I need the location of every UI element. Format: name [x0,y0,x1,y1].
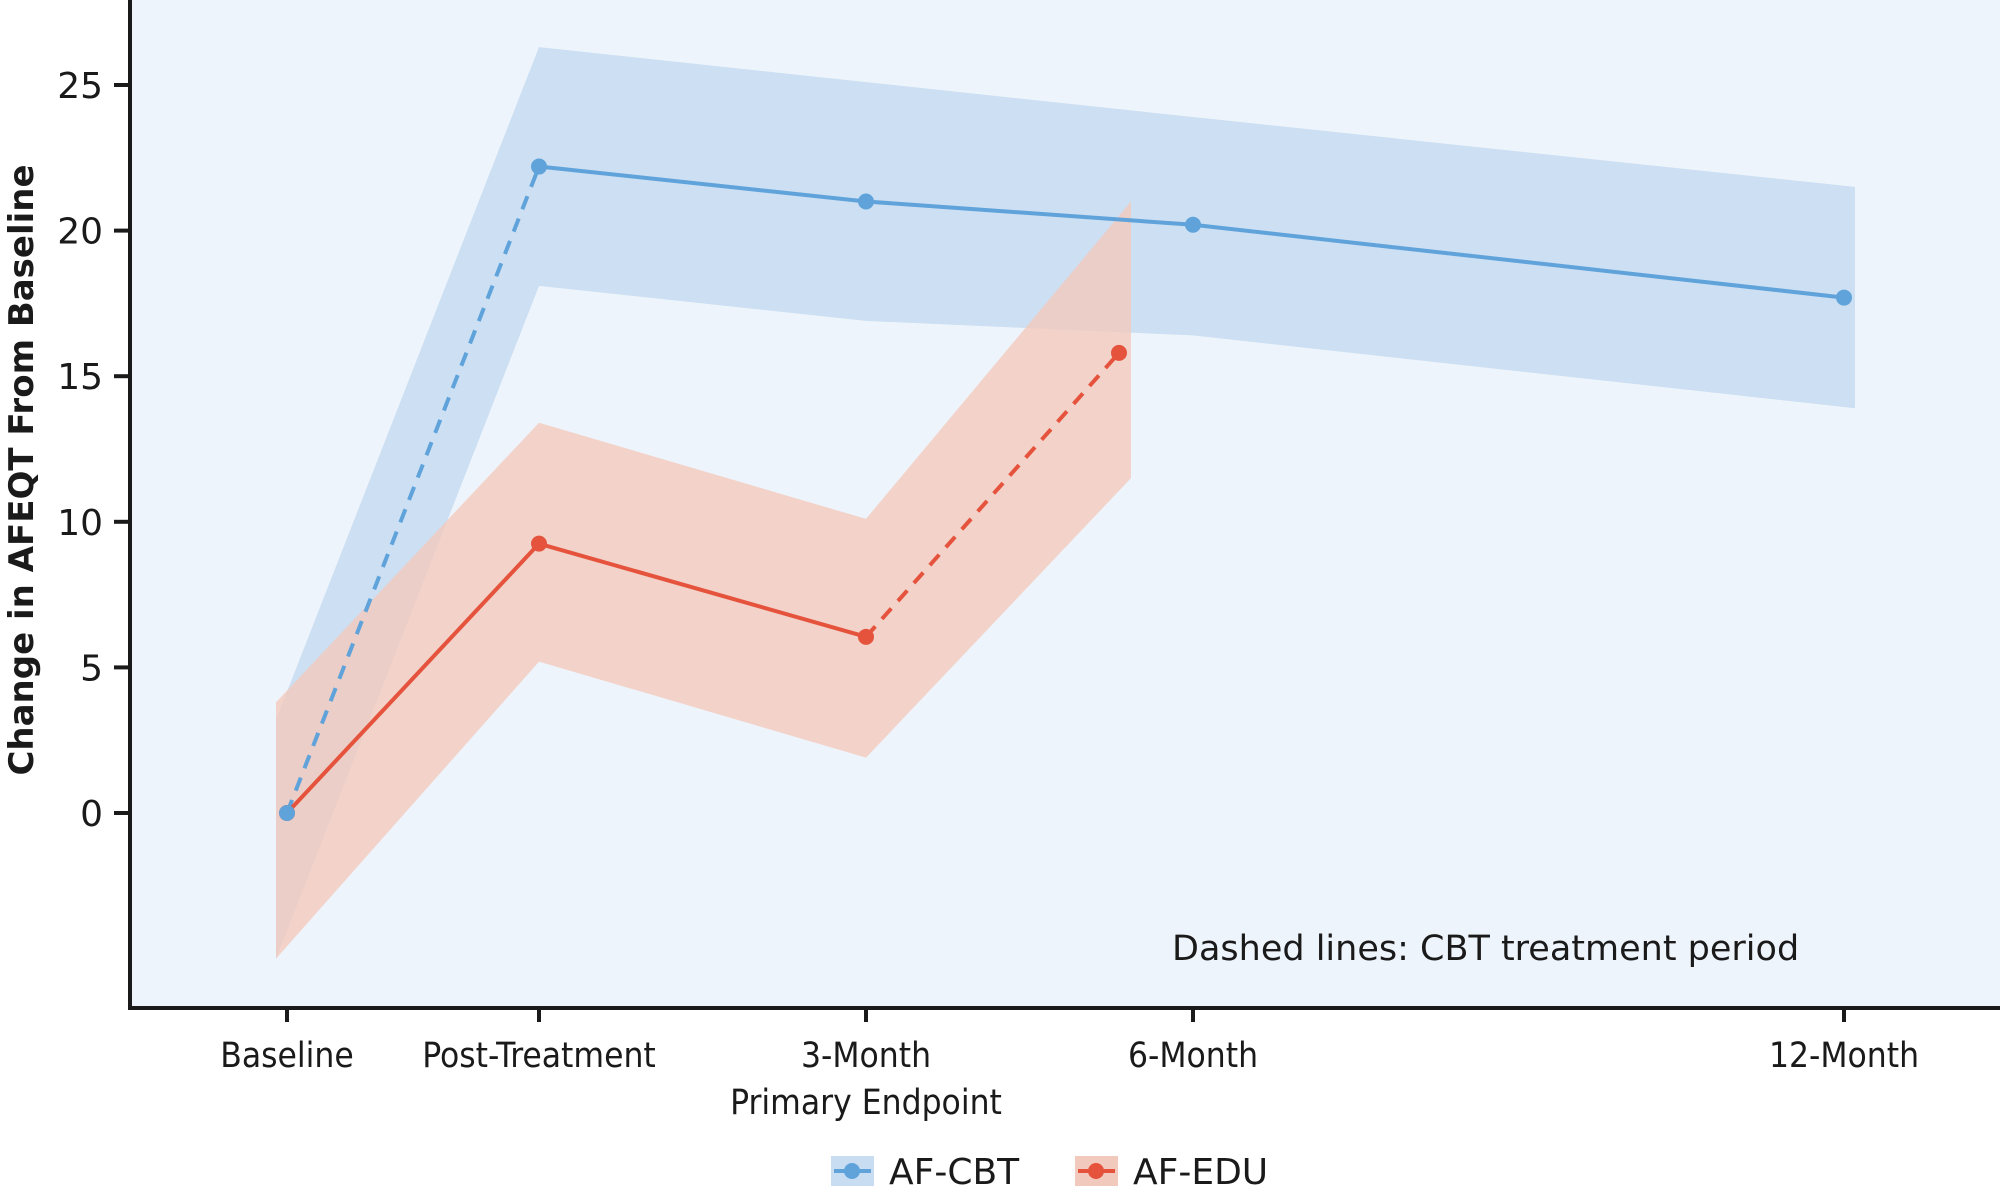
x-tick-label-12-month: 12-Month [1769,1036,1919,1076]
legend: AF-CBT AF-EDU [831,1152,1268,1193]
y-tick-label-0: 0 [80,794,103,835]
ci-band-af-edu [276,201,1131,959]
legend-marker-af-edu [1088,1163,1104,1179]
x-tick-sublabel-3-month: Primary Endpoint [730,1083,1002,1123]
legend-label-af-edu: AF-EDU [1133,1152,1268,1193]
data-point-af-edu-6-month [1111,344,1127,361]
legend-label-af-cbt: AF-CBT [889,1152,1020,1193]
confidence-bands [276,47,1855,959]
y-axis-title: Change in AFEQT From Baseline [2,164,42,775]
x-tick-label-baseline: Baseline [220,1036,354,1076]
y-tick-label-20: 20 [57,212,103,253]
series-points [279,158,1852,821]
data-point-af-cbt-baseline [279,805,295,821]
y-tick-label-15: 15 [57,357,103,398]
data-point-af-edu-post-treatment [531,535,547,552]
line-segment-af-edu-3-month-to-6-month [864,351,1121,639]
ci-band-af-cbt [276,47,1855,959]
data-point-af-cbt-12-month [1836,289,1852,306]
annotation-dashed-lines: Dashed lines: CBT treatment period [1172,929,1799,969]
legend-item-af-cbt[interactable]: AF-CBT [831,1152,1020,1193]
x-tick-label-6-month: 6-Month [1128,1036,1258,1076]
line-segment-af-cbt-post-treatment-to-3-month [538,164,867,204]
line-segment-af-edu-baseline-to-post-treatment [285,542,541,815]
data-point-af-edu-3-month [858,628,874,645]
x-ticks: Baseline Post-Treatment 3-Month Primary End… [220,1008,1919,1123]
y-tick-label-5: 5 [80,648,103,689]
y-ticks: 0 5 10 15 20 25 [57,66,130,835]
legend-item-af-edu[interactable]: AF-EDU [1075,1152,1268,1193]
line-segment-af-cbt-3-month-to-6-month [865,199,1194,227]
series-lines [285,164,1845,815]
y-tick-label-10: 10 [57,503,103,544]
data-point-af-cbt-3-month [858,193,874,210]
legend-marker-af-cbt [844,1163,860,1179]
line-segment-af-cbt-baseline-to-post-treatment [285,165,541,814]
x-tick-label-post-treatment: Post-Treatment [422,1036,656,1076]
line-segment-af-edu-post-treatment-to-3-month [538,541,867,639]
data-point-af-cbt-6-month [1185,216,1201,233]
y-tick-label-25: 25 [57,66,103,107]
data-point-af-cbt-post-treatment [531,158,547,175]
line-segment-af-cbt-6-month-to-12-month [1192,222,1845,300]
x-tick-label-3-month: 3-Month [801,1036,931,1076]
